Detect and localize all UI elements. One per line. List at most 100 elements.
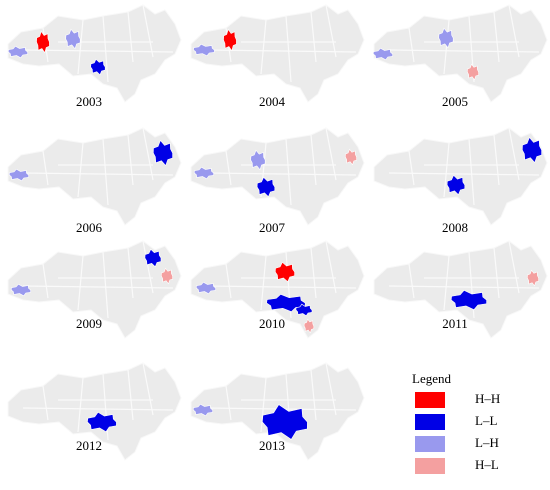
region-border [260,255,267,311]
region-border [493,247,500,299]
region-border [127,134,134,186]
region-border [205,49,357,53]
year-label: 2008 [442,220,468,235]
year-label: 2012 [76,438,102,453]
region-base [7,127,182,226]
legend-swatch [415,392,445,408]
region-border [508,127,520,181]
region-border [285,138,292,206]
cluster-region [195,281,216,295]
region-border [325,362,337,416]
map-panel [190,362,365,461]
map-panel [7,240,182,339]
map-panel [7,4,182,103]
legend-swatch [415,414,445,430]
region-border [310,369,317,421]
region-border [127,369,134,421]
cluster-region [10,283,31,297]
year-label: 2003 [76,94,102,109]
year-label: 2013 [259,438,285,453]
cluster-region [256,176,276,198]
region-base [373,240,548,339]
region-border [205,285,357,289]
region-border [388,172,540,176]
region-border [325,127,337,181]
year-label: 2011 [442,316,468,331]
cluster-region [192,403,213,417]
cluster-region [344,148,357,166]
map-panel [7,362,182,461]
map-panel [190,4,365,103]
year-label: 2010 [259,316,285,331]
region-border [325,4,337,58]
map-panel [373,127,548,226]
legend-swatch [415,458,445,474]
cluster-region [446,174,466,196]
region-base [190,127,365,226]
map-panel [190,127,365,226]
year-label: 2004 [259,94,286,109]
region-border [508,240,520,294]
cluster-region [7,45,28,59]
region-border [142,362,154,416]
cluster-region [274,261,295,283]
legend-label: H–H [475,391,500,406]
region-base [190,4,365,103]
region-base [373,4,548,103]
region-border [388,285,540,289]
region-border [310,247,317,299]
cluster-region [261,404,308,440]
cluster-region [193,166,214,180]
region-border [310,11,317,63]
cluster-region [193,43,215,57]
cluster-region [152,139,173,167]
region-border [285,15,292,83]
region-border [42,150,49,186]
region-border [310,134,317,186]
region-base [7,4,182,103]
cluster-region [87,411,117,433]
cluster-region [65,28,81,50]
region-border [42,385,49,421]
cluster-region [438,27,454,49]
cluster-region [144,248,162,268]
region-border [443,19,450,75]
region-border [225,385,232,421]
cluster-region [266,293,306,313]
cluster-region [250,149,266,171]
region-border [443,255,450,311]
region-border [408,150,415,186]
region-border [127,11,134,63]
year-label: 2005 [442,94,468,109]
cluster-region [90,58,106,76]
region-border [225,150,232,186]
region-border [77,255,84,311]
region-border [22,49,174,53]
year-label: 2009 [76,316,102,331]
cluster-region [303,318,315,334]
region-border [77,19,84,75]
map-panel [373,240,548,339]
region-border [225,263,232,299]
cluster-region [466,63,479,81]
legend-label: H–L [475,457,499,472]
region-border [325,240,337,294]
region-base [7,362,182,461]
region-base [373,127,548,226]
legend-swatch [415,436,445,452]
region-border [102,138,109,206]
region-border [388,49,540,53]
cluster-region [160,267,173,285]
map-panel [372,4,548,103]
year-label: 2006 [76,220,103,235]
region-base [190,240,365,339]
cluster-region [526,269,539,287]
region-base [7,240,182,339]
region-border [443,142,450,198]
region-border [493,11,500,63]
region-border [22,172,174,176]
region-border [127,247,134,299]
region-border [408,27,415,63]
region-border [77,377,84,433]
